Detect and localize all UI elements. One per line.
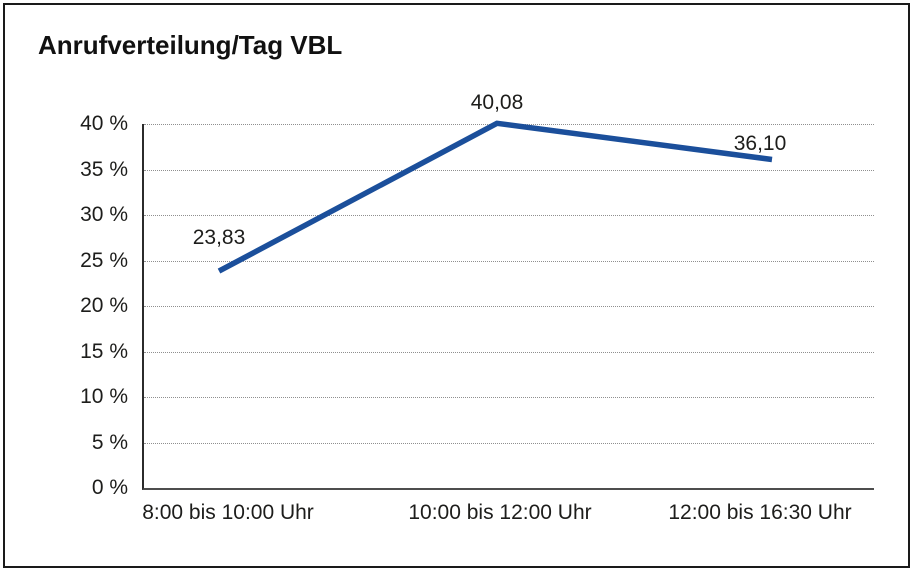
data-point-label: 40,08: [470, 91, 524, 115]
y-axis-tick-label: 30 %: [80, 203, 128, 226]
gridline-5pct: [144, 442, 874, 444]
line-series-svg: [217, 120, 773, 274]
y-axis-tick-label: 5 %: [91, 430, 128, 454]
gridline-10pct: [144, 397, 874, 398]
y-axis-tick-label: 20 %: [80, 294, 128, 317]
data-point-label: 23,83: [192, 226, 246, 250]
y-axis-tick-label: 0 %: [91, 476, 128, 499]
gridline-25pct: [144, 260, 874, 262]
y-axis-tick-label: 15 %: [80, 339, 128, 363]
x-axis-category-label: 12:00 bis 16:30 Uhr: [668, 501, 852, 524]
x-axis-category-label: 8:00 bis 10:00 Uhr: [142, 501, 314, 524]
gridline-30pct: [144, 215, 874, 216]
series-line: [217, 120, 773, 274]
y-axis-tick-label: 35 %: [80, 157, 128, 181]
chart-title: Anrufverteilung/Tag VBL: [38, 30, 343, 60]
y-axis-tick-label: 40 %: [80, 112, 128, 135]
gridline-35pct: [144, 169, 874, 171]
plot-area: 23,83 40,08 36,10: [142, 91, 874, 490]
data-point-label: 36,10: [733, 132, 787, 156]
gridline-15pct: [144, 351, 874, 353]
gridline-20pct: [144, 306, 874, 307]
y-axis-tick-label: 25 %: [80, 248, 128, 272]
y-axis-tick-label: 10 %: [80, 385, 128, 408]
x-axis-category-label: 10:00 bis 12:00 Uhr: [408, 501, 592, 524]
